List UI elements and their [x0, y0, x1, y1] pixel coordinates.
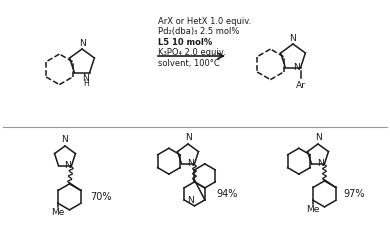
Text: Pd₂(dba)₃ 2.5 mol%: Pd₂(dba)₃ 2.5 mol%	[158, 27, 239, 36]
Text: N: N	[187, 196, 193, 205]
Text: N: N	[187, 159, 193, 168]
Text: Ar: Ar	[296, 80, 306, 90]
Text: N: N	[290, 34, 296, 43]
Text: 97%: 97%	[343, 189, 365, 199]
Text: N: N	[317, 159, 323, 168]
Text: N: N	[64, 161, 71, 170]
Text: Me: Me	[307, 205, 320, 214]
Text: Me: Me	[51, 208, 65, 217]
Text: N: N	[293, 63, 300, 72]
Text: L5 10 mol%: L5 10 mol%	[158, 38, 212, 47]
Text: 70%: 70%	[90, 192, 112, 202]
Text: ArX or HetX 1.0 equiv.: ArX or HetX 1.0 equiv.	[158, 16, 251, 25]
Text: N: N	[315, 133, 321, 142]
Text: N: N	[184, 133, 191, 142]
Text: H: H	[83, 79, 89, 88]
Text: 94%: 94%	[216, 189, 238, 199]
Text: N: N	[82, 73, 89, 82]
Text: N: N	[79, 39, 85, 48]
Text: K₃PO₄ 2.0 equiv.: K₃PO₄ 2.0 equiv.	[158, 48, 226, 57]
Text: N: N	[62, 135, 68, 144]
Text: solvent, 100°C: solvent, 100°C	[158, 59, 220, 67]
